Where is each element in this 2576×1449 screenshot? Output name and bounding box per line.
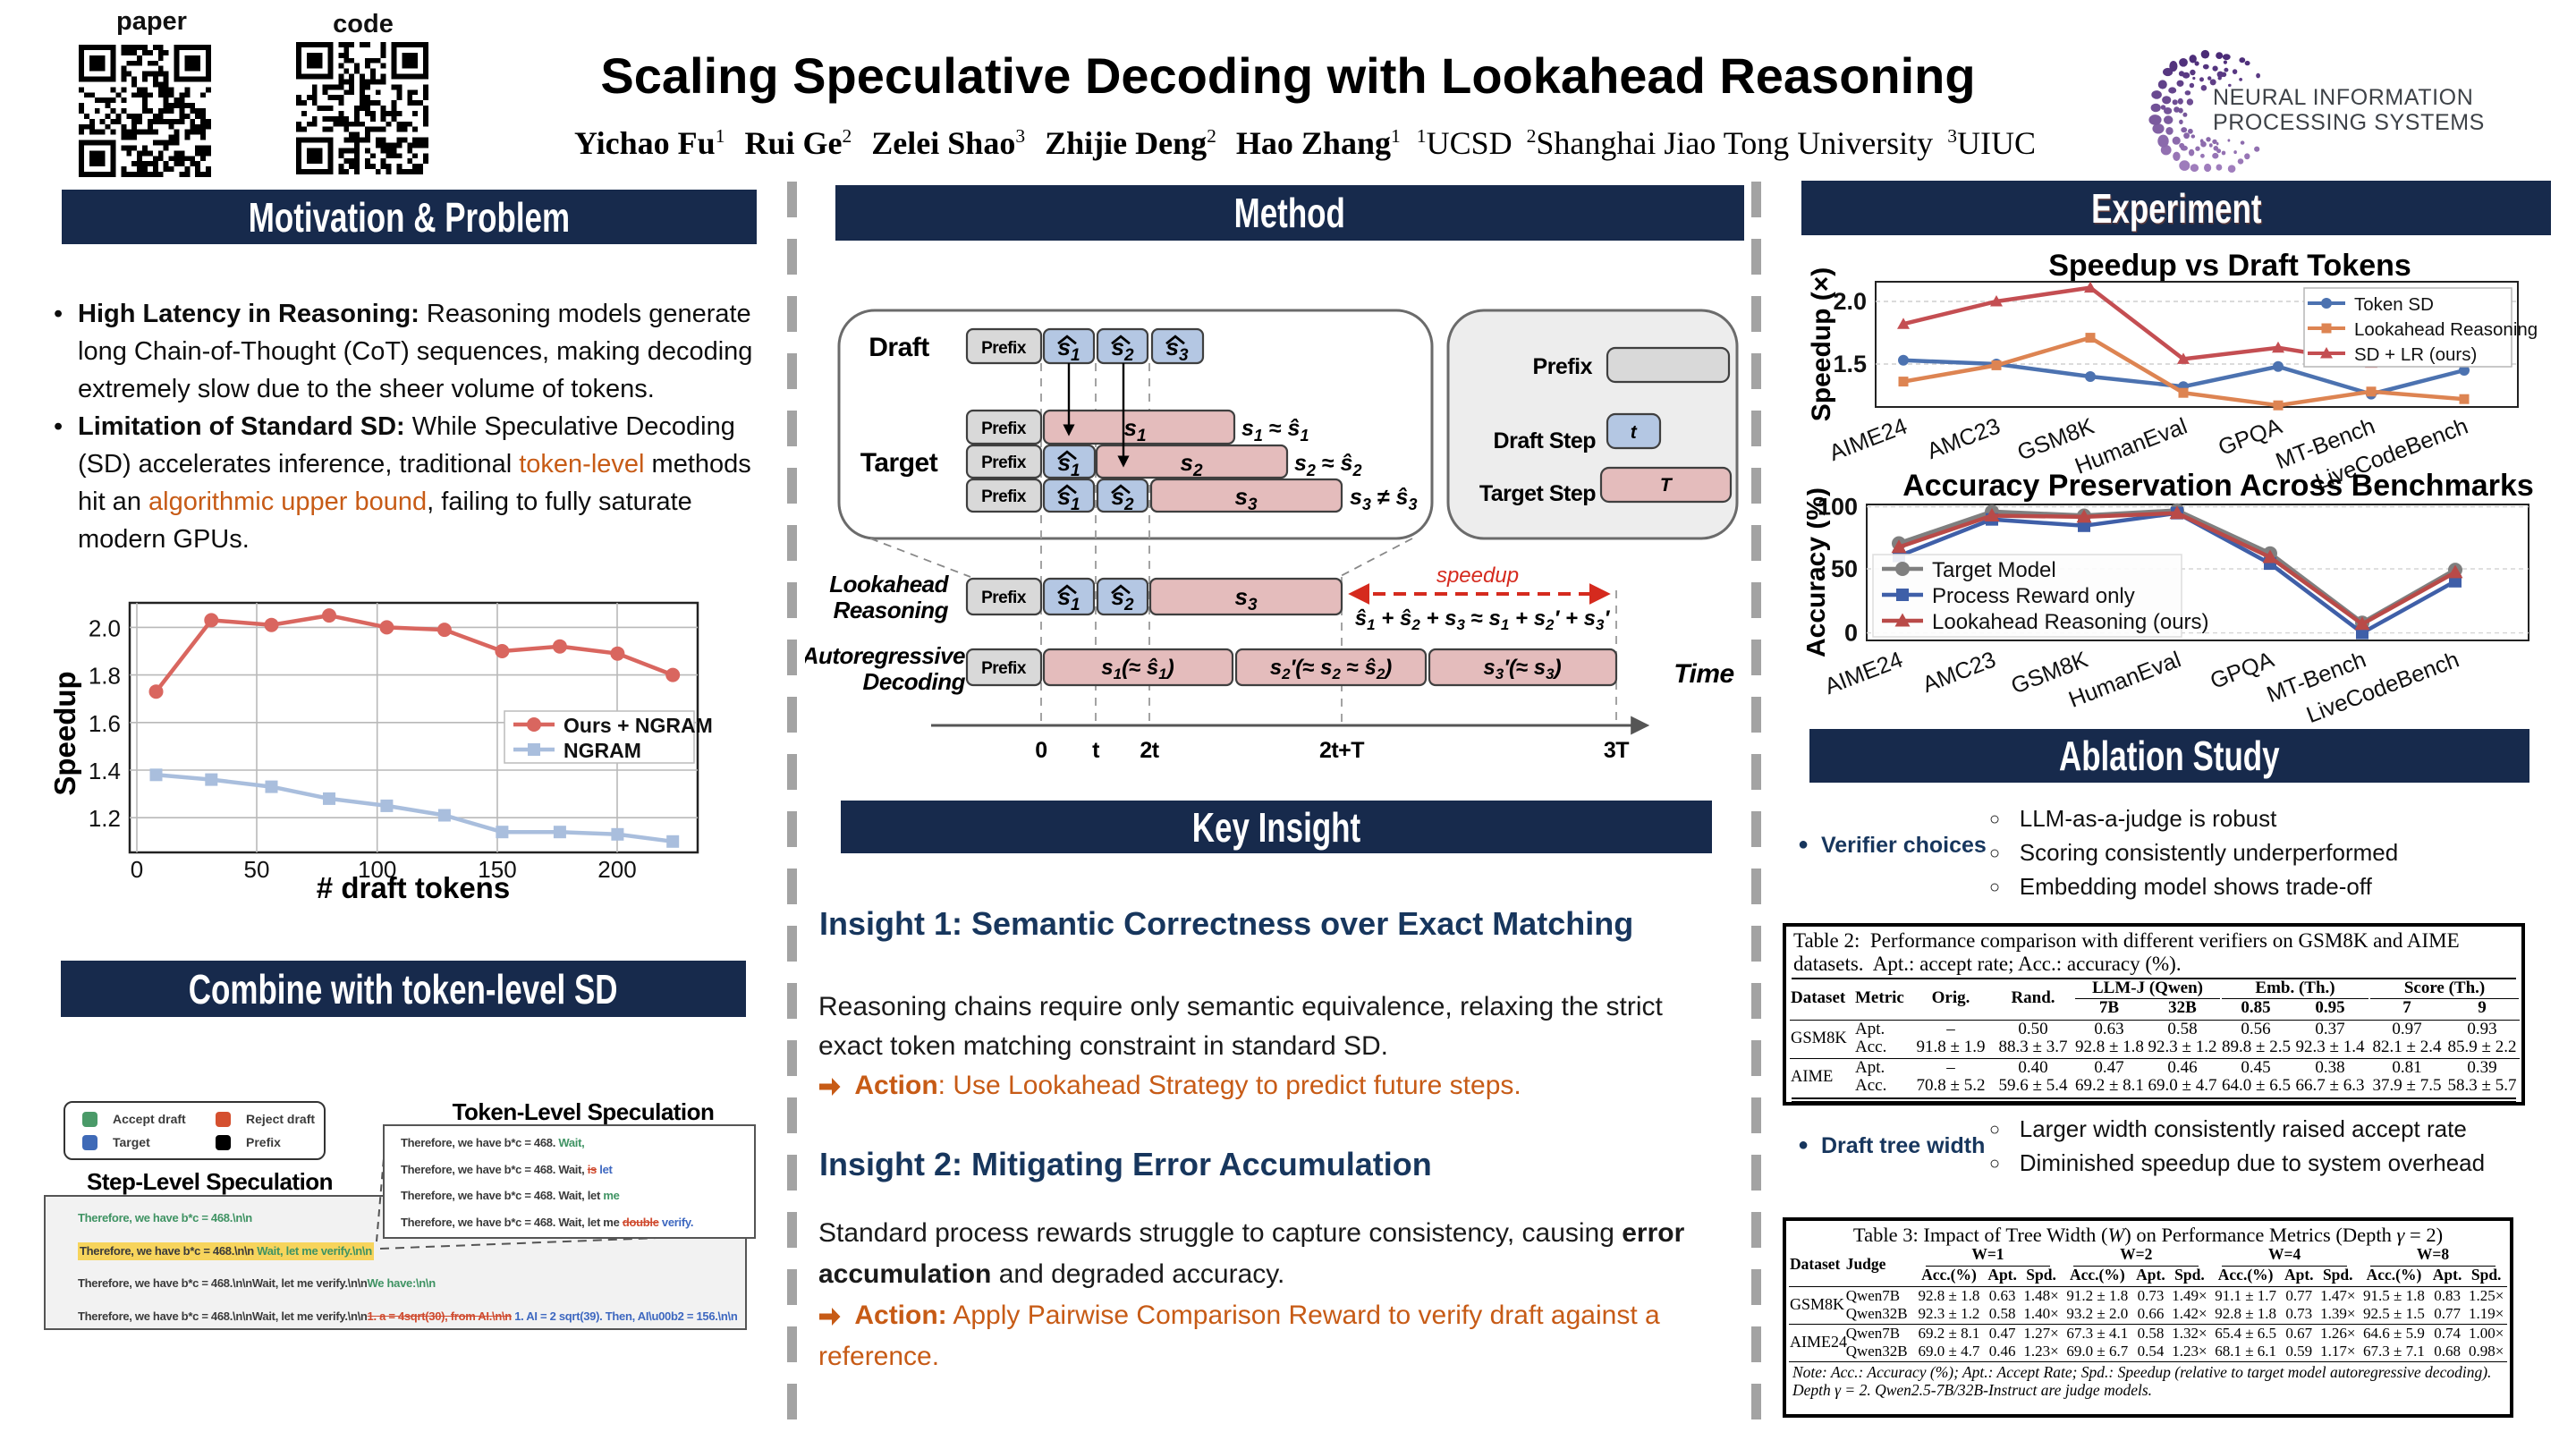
svg-text:0: 0	[1035, 738, 1046, 763]
svg-text:Prefix: Prefix	[981, 487, 1027, 506]
svg-text:t: t	[1631, 422, 1638, 443]
svg-text:Target: Target	[860, 448, 938, 478]
svg-text:1.5: 1.5	[1833, 351, 1867, 377]
svg-text:Target Model: Target Model	[1932, 558, 2056, 582]
svg-text:AIME24: AIME24	[1821, 647, 1906, 699]
svg-text:AIME24: AIME24	[1826, 413, 1911, 466]
svg-text:# draft tokens: # draft tokens	[317, 871, 510, 904]
svg-text:s2′(≈ s2 ≈ ŝ2): s2′(≈ s2 ≈ ŝ2)	[1270, 656, 1393, 682]
svg-text:2t: 2t	[1140, 738, 1159, 763]
svg-text:t: t	[1092, 738, 1100, 763]
svg-text:50: 50	[1831, 555, 1858, 582]
svg-text:s1 ≈ ŝ1: s1 ≈ ŝ1	[1241, 416, 1309, 445]
svg-text:100: 100	[358, 856, 396, 883]
svg-text:Draft Step: Draft Step	[1494, 428, 1597, 453]
svg-text:AMC23: AMC23	[1919, 647, 1999, 698]
svg-text:ŝ1 + ŝ2 + s3 ≈ s1 + s2′ + s3: ŝ1 + ŝ2 + s3 ≈ s1 + s2′ + s3′	[1355, 606, 1611, 633]
svg-text:50: 50	[244, 856, 270, 883]
svg-text:Ours + NGRAM: Ours + NGRAM	[564, 714, 713, 737]
svg-text:2.0: 2.0	[89, 614, 121, 641]
svg-text:s3 ≠ ŝ3: s3 ≠ ŝ3	[1350, 485, 1417, 513]
svg-text:0: 0	[1844, 620, 1858, 647]
svg-text:3T: 3T	[1604, 738, 1629, 763]
svg-text:speedup: speedup	[1436, 564, 1519, 588]
svg-text:Lookahead Reasoning: Lookahead Reasoning	[2354, 319, 2538, 340]
svg-text:Speedup: Speedup	[54, 671, 81, 795]
svg-text:T: T	[1660, 475, 1674, 496]
svg-text:SD + LR (ours): SD + LR (ours)	[2354, 344, 2477, 365]
svg-text:0: 0	[131, 856, 143, 883]
svg-text:Prefix: Prefix	[981, 339, 1027, 358]
svg-text:Speedup vs Draft Tokens: Speedup vs Draft Tokens	[2048, 249, 2411, 283]
svg-text:2t+T: 2t+T	[1319, 738, 1364, 763]
svg-text:1.2: 1.2	[89, 805, 121, 832]
svg-text:150: 150	[478, 856, 516, 883]
svg-text:Accuracy (%): Accuracy (%)	[1807, 487, 1831, 657]
svg-text:Draft: Draft	[869, 333, 929, 362]
svg-text:Decoding: Decoding	[863, 668, 966, 695]
svg-text:200: 200	[597, 856, 636, 883]
svg-text:1.6: 1.6	[89, 710, 121, 737]
svg-text:Speedup (×): Speedup (×)	[1807, 267, 1836, 422]
svg-text:Prefix: Prefix	[1533, 354, 1593, 379]
svg-text:Process Reward only: Process Reward only	[1932, 584, 2135, 608]
svg-text:Target Step: Target Step	[1479, 481, 1596, 506]
svg-text:AMC23: AMC23	[1924, 413, 2004, 464]
svg-text:1.8: 1.8	[89, 663, 121, 690]
svg-text:Reasoning: Reasoning	[834, 597, 949, 623]
svg-text:Autoregressive: Autoregressive	[805, 642, 965, 669]
svg-text:Prefix: Prefix	[981, 589, 1027, 607]
svg-text:Token SD: Token SD	[2354, 294, 2434, 315]
svg-text:2.0: 2.0	[1833, 288, 1867, 315]
svg-text:Prefix: Prefix	[981, 659, 1027, 678]
svg-text:s2 ≈ ŝ2: s2 ≈ ŝ2	[1294, 451, 1361, 479]
svg-text:Accuracy Preservation Across B: Accuracy Preservation Across Benchmarks	[1902, 472, 2534, 503]
svg-text:Prefix: Prefix	[981, 453, 1027, 472]
svg-text:100: 100	[1818, 494, 1858, 521]
svg-text:Lookahead Reasoning (ours): Lookahead Reasoning (ours)	[1932, 610, 2209, 634]
svg-text:Lookahead: Lookahead	[829, 571, 949, 597]
svg-text:Prefix: Prefix	[981, 419, 1027, 438]
svg-text:1.4: 1.4	[89, 758, 121, 784]
svg-text:NGRAM: NGRAM	[564, 739, 641, 762]
svg-text:Time: Time	[1674, 659, 1733, 689]
